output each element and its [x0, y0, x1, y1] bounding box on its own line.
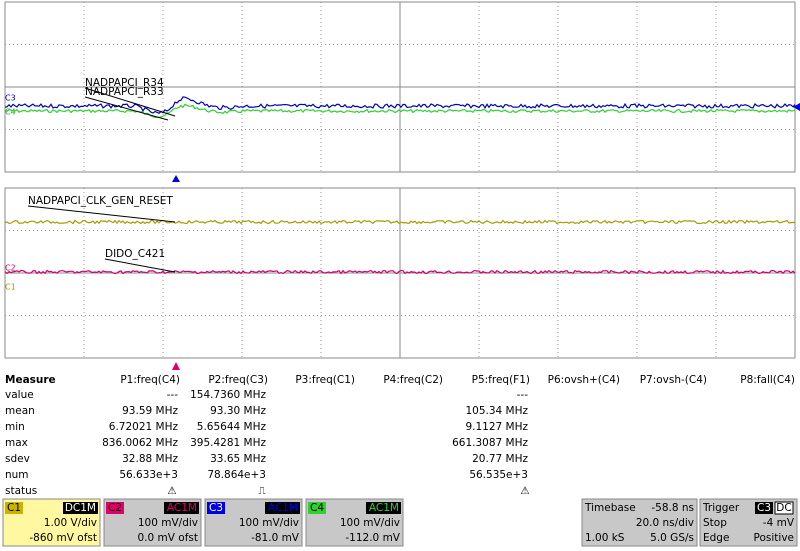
trace-label: NADPAPCI_R33 — [85, 86, 164, 98]
channel-marker: C1 — [5, 283, 16, 292]
channel-offset: -860 mV ofst — [29, 532, 97, 544]
channel-coupling: AC1M — [369, 502, 399, 514]
channel-coupling: DC1M — [65, 502, 96, 514]
cell: 5.65644 MHz — [197, 421, 267, 433]
label-leader — [84, 96, 169, 121]
measure-table: P1:freq(C4) P2:freq(C3) P3:freq(C1) P4:freq… — [5, 374, 795, 497]
coupling-tag — [366, 502, 401, 514]
channel-tag — [5, 502, 23, 514]
trace-label: NADPAPCI_R34 — [85, 77, 164, 89]
trigger-marker — [172, 362, 180, 370]
cell: --- — [517, 389, 529, 401]
channel-coupling: AC1M — [167, 502, 197, 514]
coupling-tag — [164, 502, 199, 514]
timebase-title: Timebase — [584, 502, 636, 514]
cell: 395.4281 MHz — [190, 437, 266, 449]
column-header: P8:fall(C4) — [740, 374, 795, 386]
cell: 56.535e+3 — [469, 469, 528, 481]
column-header: P1:freq(C4) — [120, 374, 180, 386]
grid — [4, 1, 796, 359]
channel-name: C1 — [7, 502, 21, 514]
level-marker — [793, 103, 800, 111]
trigger-coupling: DC — [776, 502, 791, 514]
channel-name: C3 — [209, 502, 223, 514]
waveform — [4, 269, 796, 275]
channel-scale: 100 mV/div — [340, 517, 400, 529]
cell: 93.59 MHz — [122, 405, 178, 417]
cell: 9.1127 MHz — [465, 421, 528, 433]
column-header: P4:freq(C2) — [383, 374, 443, 386]
row-label: max — [5, 437, 28, 449]
timebase-rate: 5.0 GS/s — [650, 532, 694, 544]
status-icon: ⚠ — [520, 485, 529, 497]
channel-scale: 100 mV/div — [138, 517, 198, 529]
column-header: P6:ovsh+(C4) — [548, 374, 620, 386]
trigger-box[interactable]: Trigger C3 DC Stop -4 mV Edge Positive — [699, 498, 798, 547]
channel-coupling: AC1M — [268, 502, 298, 514]
trace-label: NADPAPCI_CLK_GEN_RESET — [28, 195, 173, 207]
label-leader — [27, 205, 176, 223]
status-icon: ⎍ — [258, 485, 266, 497]
channel-name: C2 — [108, 502, 122, 514]
channel-offset: 0.0 mV ofst — [138, 532, 199, 544]
cell: 836.0062 MHz — [102, 437, 178, 449]
channel-boxes: C1 DC1M 1.00 V/div -860 mV ofst C2 AC1M 100 mV… — [2, 498, 404, 547]
row-label: num — [5, 469, 29, 481]
column-header: P3:freq(C1) — [295, 374, 355, 386]
channel-offset: -112.0 mV — [345, 532, 400, 544]
trigger-marker — [172, 175, 180, 182]
channel-scale: 1.00 V/div — [44, 517, 97, 529]
waveform — [4, 219, 796, 225]
status-icon: ⚠ — [167, 485, 176, 497]
cell: 105.34 MHz — [465, 405, 528, 417]
label-leader — [104, 258, 176, 273]
timebase-delay: -58.8 ns — [651, 502, 694, 514]
cell: 33.65 MHz — [210, 453, 266, 465]
column-header: P7:ovsh-(C4) — [640, 374, 707, 386]
channel-marker: C4 — [5, 108, 16, 117]
cell: 78.864e+3 — [207, 469, 266, 481]
row-label: sdev — [5, 453, 30, 465]
timebase-box[interactable]: Timebase -58.8 ns 20.0 ns/div 1.00 kS 5.… — [581, 498, 698, 547]
cell: 20.77 MHz — [472, 453, 528, 465]
channel-name: C4 — [310, 502, 324, 514]
channel-tag — [106, 502, 124, 514]
channel-offset: -81.0 mV — [251, 532, 300, 544]
cell: 6.72021 MHz — [109, 421, 179, 433]
trace-label: DIDO_C421 — [105, 248, 165, 260]
waveform — [4, 96, 796, 115]
row-label: min — [5, 421, 25, 433]
trigger-slope: Positive — [754, 532, 794, 544]
cell: 56.633e+3 — [119, 469, 178, 481]
coupling-tag — [265, 502, 300, 514]
column-header: P5:freq(F1) — [472, 374, 530, 386]
trigger-type: Edge — [703, 532, 729, 544]
trigger-mode: Stop — [703, 517, 727, 529]
row-label: value — [5, 389, 34, 401]
trigger-level: -4 mV — [763, 517, 795, 529]
timebase-samples: 1.00 kS — [585, 532, 625, 544]
channel-tag — [207, 502, 225, 514]
channel-scale: 100 mV/div — [239, 517, 299, 529]
channel-marker: C2 — [5, 264, 16, 273]
coupling-tag — [63, 502, 98, 514]
channel-marker: C3 — [5, 94, 16, 103]
column-header: P2:freq(C3) — [208, 374, 268, 386]
measure-title: Measure — [5, 374, 56, 386]
row-label: mean — [5, 405, 35, 417]
label-leader — [84, 87, 176, 117]
timebase-scale: 20.0 ns/div — [636, 517, 694, 529]
trigger-source: C3 — [757, 502, 771, 514]
cell: 661.3087 MHz — [452, 437, 528, 449]
channel-tag — [308, 502, 326, 514]
cell: 154.7360 MHz — [190, 389, 266, 401]
cell: 32.88 MHz — [122, 453, 178, 465]
row-label: status — [5, 485, 37, 497]
cell: 93.30 MHz — [210, 405, 266, 417]
trigger-title: Trigger — [702, 502, 740, 514]
cell: --- — [167, 389, 179, 401]
